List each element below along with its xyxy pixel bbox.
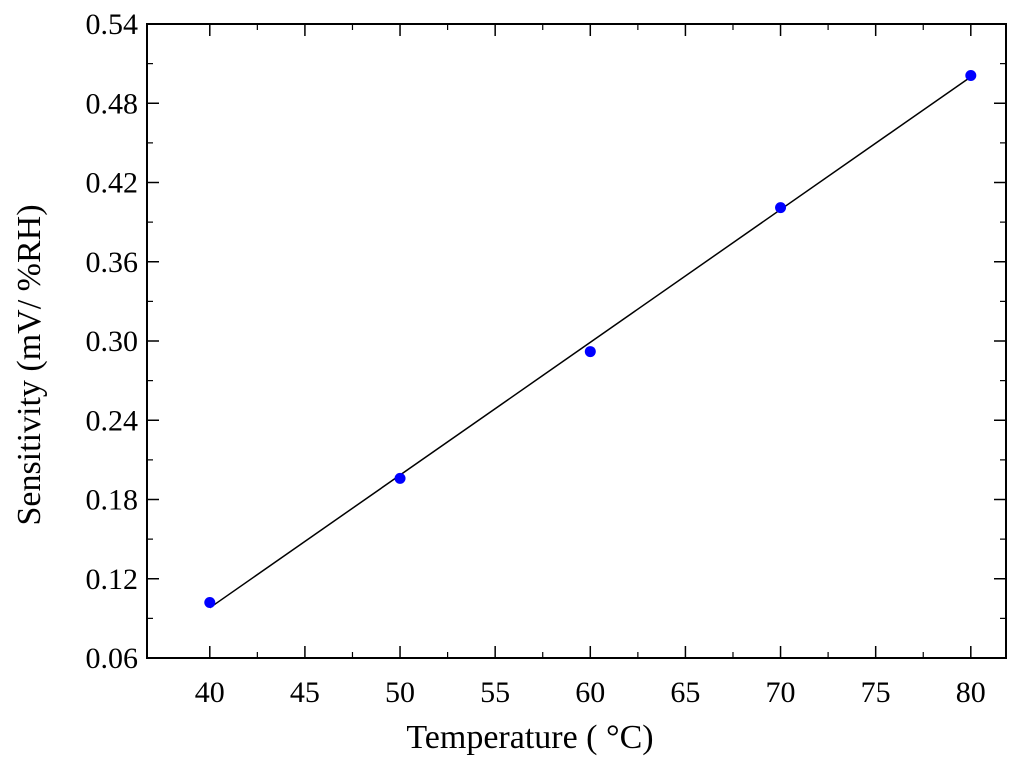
- x-tick-label-75: 75: [861, 676, 891, 709]
- y-tick-label-2: 0.18: [86, 484, 139, 517]
- y-tick-label-0: 0.06: [86, 642, 139, 675]
- x-axis-label: Temperature ( °C): [406, 719, 653, 756]
- y-tick-label-3: 0.24: [86, 404, 139, 437]
- x-tick-label-40: 40: [195, 676, 225, 709]
- data-point-50: [394, 472, 406, 484]
- y-tick-label-1: 0.12: [86, 563, 139, 596]
- y-tick-label-8: 0.54: [86, 8, 139, 41]
- plot-frame: [146, 23, 1007, 659]
- x-tick-label-55: 55: [480, 676, 510, 709]
- plot-area: [146, 23, 1007, 659]
- y-tick-label-4: 0.30: [86, 325, 139, 358]
- y-tick-label-6: 0.42: [86, 167, 139, 200]
- data-points: [204, 70, 977, 609]
- data-point-40: [204, 597, 216, 609]
- y-tick-label-7: 0.48: [86, 87, 139, 120]
- x-axis: 40 45 50 55 60 65 70 75 80: [195, 24, 986, 709]
- x-tick-label-65: 65: [670, 676, 700, 709]
- linear-fit-line: [209, 76, 972, 609]
- y-axis: 0.06 0.12 0.18 0.24 0.30 0.36 0.42 0.48 0.54: [86, 8, 1006, 675]
- y-tick-label-5: 0.36: [86, 246, 139, 279]
- data-point-80: [965, 70, 977, 82]
- data-point-60: [584, 346, 596, 358]
- x-tick-label-80: 80: [956, 676, 986, 709]
- x-tick-label-50: 50: [385, 676, 415, 709]
- y-axis-label: Sensitivity (mV/ %RH): [11, 204, 48, 525]
- data-point-70: [775, 202, 787, 214]
- x-tick-label-70: 70: [766, 676, 796, 709]
- x-tick-label-45: 45: [290, 676, 320, 709]
- x-tick-label-60: 60: [575, 676, 605, 709]
- fit-line-group: [209, 76, 972, 609]
